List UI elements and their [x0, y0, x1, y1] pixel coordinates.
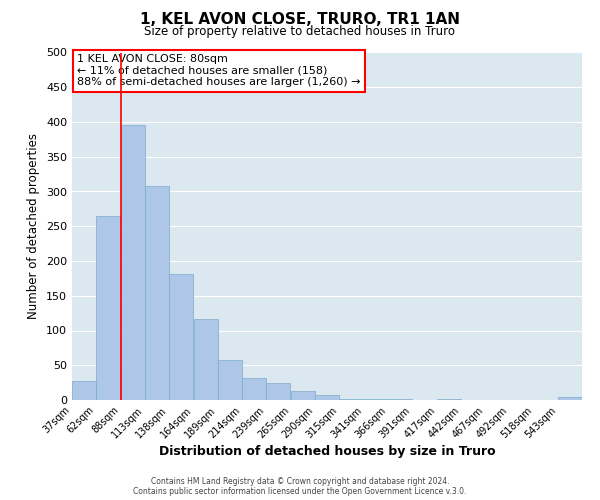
Bar: [96, 216, 120, 400]
Bar: [291, 391, 315, 400]
Text: Size of property relative to detached houses in Truro: Size of property relative to detached ho…: [145, 25, 455, 38]
Bar: [121, 126, 145, 400]
Text: 1 KEL AVON CLOSE: 80sqm
← 11% of detached houses are smaller (158)
88% of semi-d: 1 KEL AVON CLOSE: 80sqm ← 11% of detache…: [77, 54, 361, 88]
Bar: [145, 186, 169, 400]
Text: Contains HM Land Registry data © Crown copyright and database right 2024.
Contai: Contains HM Land Registry data © Crown c…: [133, 476, 467, 496]
Bar: [218, 360, 242, 400]
Text: 1, KEL AVON CLOSE, TRURO, TR1 1AN: 1, KEL AVON CLOSE, TRURO, TR1 1AN: [140, 12, 460, 28]
Bar: [242, 378, 266, 400]
Bar: [266, 382, 290, 400]
Y-axis label: Number of detached properties: Number of detached properties: [28, 133, 40, 320]
X-axis label: Distribution of detached houses by size in Truro: Distribution of detached houses by size …: [158, 446, 496, 458]
Bar: [558, 397, 582, 400]
Bar: [194, 320, 218, 400]
Bar: [72, 380, 96, 400]
Bar: [339, 398, 363, 400]
Bar: [169, 274, 193, 400]
Bar: [315, 395, 339, 400]
